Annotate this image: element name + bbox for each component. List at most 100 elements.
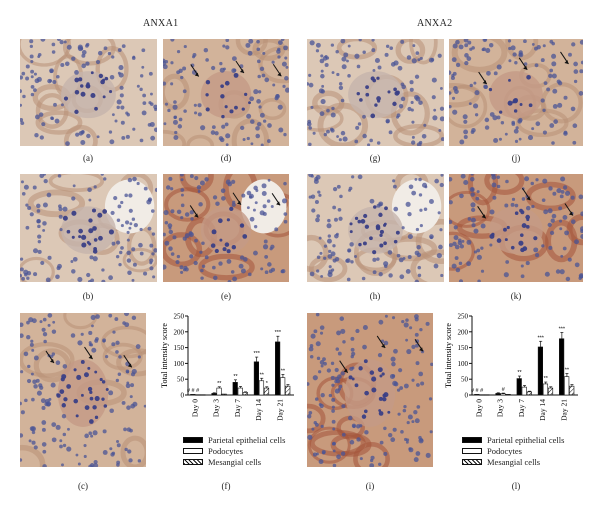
bar	[474, 394, 480, 396]
x-tick-label: Day 0	[191, 399, 200, 417]
label-d: (d)	[220, 153, 232, 163]
bar	[521, 386, 527, 396]
bar	[211, 393, 217, 396]
bar	[542, 383, 549, 396]
legend-swatch-hatched	[183, 459, 203, 465]
x-tick-label: Day 21	[275, 399, 284, 421]
bar	[500, 393, 506, 396]
bar	[263, 387, 270, 396]
y-tick-label: 150	[458, 344, 469, 352]
y-tick-label: 250	[174, 313, 185, 321]
chart-f: 0 50 100 150 200 250 Total intensity score # # …	[160, 313, 294, 421]
significance-label: **	[544, 376, 549, 382]
y-tick-label: 100	[458, 360, 469, 368]
bar	[564, 376, 570, 396]
label-f: (f)	[221, 481, 231, 491]
micrograph-g	[307, 39, 444, 146]
x-tick-label: Day 0	[475, 399, 484, 417]
micrograph-a	[20, 39, 157, 146]
label-h: (h)	[369, 291, 381, 301]
legend-l-item-2: Podocytes	[462, 446, 522, 456]
label-k: (k)	[510, 291, 522, 301]
legend-l-item-3: Mesangial cells	[462, 457, 540, 467]
bar	[495, 393, 501, 396]
significance-label: # # #	[471, 388, 484, 394]
bar	[190, 394, 196, 396]
significance-label: ***	[537, 335, 544, 341]
y-tick-label: 100	[174, 360, 185, 368]
micrograph-b	[20, 174, 157, 282]
label-i: (i)	[365, 481, 375, 491]
y-axis-label: Total intensity score	[444, 323, 453, 388]
y-tick-label: 200	[174, 328, 185, 336]
legend-f-item-3: Mesangial cells	[183, 457, 261, 467]
significance-label: #	[502, 387, 506, 393]
bar	[537, 346, 543, 396]
bar	[216, 387, 222, 396]
legend-swatch-solid	[462, 437, 482, 443]
legend-f-item-1: Parietal epithelial cells	[183, 435, 285, 445]
micrograph-j	[449, 39, 583, 146]
x-tick-label: Day 3	[496, 399, 505, 417]
bar	[285, 385, 291, 396]
micrograph-i	[307, 313, 433, 467]
micrograph-c	[20, 313, 146, 467]
bar	[505, 394, 511, 396]
significance-label: *	[266, 381, 269, 387]
label-b: (b)	[82, 291, 94, 301]
micrograph-k	[449, 174, 583, 282]
bar	[221, 393, 227, 396]
label-g: (g)	[369, 153, 381, 163]
bar	[200, 394, 206, 396]
significance-label: # # #	[187, 388, 200, 394]
y-tick-label: 50	[461, 376, 469, 384]
bar	[484, 394, 490, 396]
bar	[280, 377, 286, 396]
x-tick-label: Day 14	[538, 399, 547, 421]
y-tick-label: 50	[177, 376, 185, 384]
significance-label: **	[565, 368, 570, 374]
legend-l-item-1: Parietal epithelial cells	[462, 435, 564, 445]
bar	[526, 391, 532, 396]
legend-swatch-solid	[183, 437, 203, 443]
legend-swatch-hatched	[462, 459, 482, 465]
chart-l: 0 50 100 150 200 250 Total intensity score # # …	[444, 313, 578, 421]
label-c: (c)	[78, 481, 88, 491]
legend-swatch-open	[183, 448, 203, 454]
bar	[242, 392, 248, 396]
bar	[232, 382, 238, 396]
legend-swatch-open	[462, 448, 482, 454]
y-tick-label: 0	[181, 392, 185, 400]
y-tick-label: 0	[465, 392, 469, 400]
bar	[516, 378, 522, 396]
significance-label: **	[217, 381, 222, 387]
micrograph-d	[163, 39, 289, 146]
label-e: (e)	[221, 291, 231, 301]
bar	[559, 338, 565, 396]
bar	[258, 380, 265, 396]
y-tick-label: 150	[174, 344, 185, 352]
bar	[253, 361, 259, 396]
significance-label: **	[233, 374, 238, 380]
x-tick-label: Day 3	[212, 399, 221, 417]
legend-f-item-2: Podocytes	[183, 446, 243, 456]
significance-label: ***	[253, 351, 260, 357]
bar	[547, 387, 554, 396]
bar	[479, 394, 485, 396]
bar	[195, 394, 201, 396]
micrograph-e	[163, 174, 289, 282]
y-tick-label: 200	[458, 328, 469, 336]
significance-label: ***	[275, 330, 282, 336]
bar	[237, 387, 243, 396]
anxa1-title: ANXA1	[143, 18, 179, 29]
label-l: (l)	[511, 481, 521, 491]
y-axis-label: Total intensity score	[160, 323, 169, 388]
micrograph-h	[307, 174, 444, 282]
y-tick-label: 250	[458, 313, 469, 321]
x-tick-label: Day 7	[233, 399, 242, 417]
significance-label: **	[260, 372, 265, 378]
x-tick-label: Day 7	[517, 399, 526, 417]
label-j: (j)	[511, 153, 521, 163]
significance-label: **	[281, 368, 286, 374]
anxa2-title: ANXA2	[417, 18, 453, 29]
